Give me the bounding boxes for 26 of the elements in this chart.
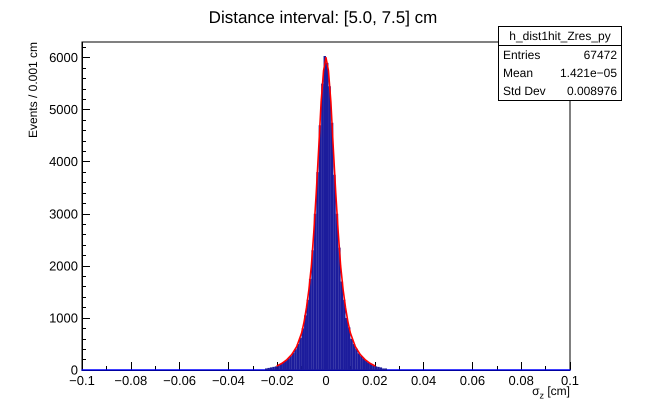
y-tick-label: 4000 xyxy=(49,154,78,170)
annotation: 0.008976 xyxy=(566,83,617,99)
y-tick-label: 2000 xyxy=(49,258,78,274)
x-tick-label: −0.02 xyxy=(260,373,294,388)
x-tick-label: −0.06 xyxy=(163,373,196,388)
y-tick-label: 3000 xyxy=(49,206,78,222)
x-tick-label: −0.08 xyxy=(114,373,148,388)
y-axis-title: Events / 0.001 cm xyxy=(26,42,40,138)
text: 67472 xyxy=(584,47,617,63)
annotation: 1.421e−05 xyxy=(560,65,617,81)
chart-title: Distance interval: [5.0, 7.5] cm xyxy=(208,8,438,27)
annotation: Mean xyxy=(503,65,534,81)
x-tick-label: 0.02 xyxy=(362,373,388,388)
x-tick-label: 0.08 xyxy=(508,373,534,388)
y-tick-label: 6000 xyxy=(49,50,78,66)
x-tick-label: 0.06 xyxy=(460,373,486,388)
annotation: h_dist1hit_Zres_py xyxy=(499,27,621,46)
x-tick-label: −0.04 xyxy=(212,373,245,388)
y-tick-label: 5000 xyxy=(49,102,78,118)
annotation: Entries xyxy=(503,47,540,63)
annotation: Std Dev xyxy=(503,83,546,99)
x-tick-label: 0.04 xyxy=(410,373,436,388)
y-tick-label: 0 xyxy=(70,362,78,378)
x-axis-title: σ$_{z}$ [cm] xyxy=(532,384,570,400)
y-tick-label: 1000 xyxy=(49,310,78,326)
x-tick-label: 0 xyxy=(322,373,330,388)
